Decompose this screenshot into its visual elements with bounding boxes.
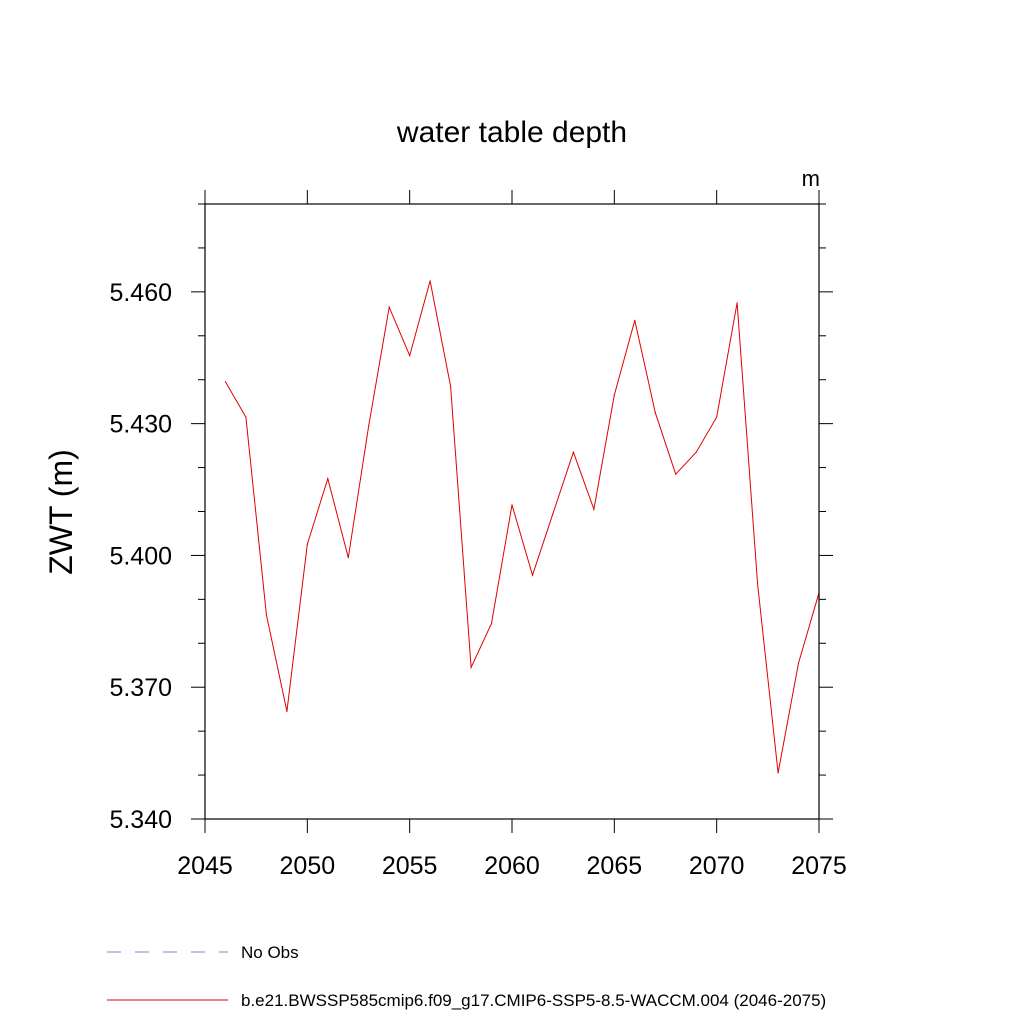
x-tick-label: 2070 [689,852,745,880]
data-point [675,473,677,475]
legend-label-model-run: b.e21.BWSSP585cmip6.f09_g17.CMIP6-SSP5-8… [241,991,826,1010]
data-point [347,557,349,559]
data-point [470,666,472,669]
data-point [265,614,267,616]
axis-tick-labels: 2045 2050 2055 2060 2065 2070 2075 5.340 5.370 5.… [109,279,846,880]
x-tick-label: 2060 [484,852,540,880]
data-point [654,412,656,414]
y-tick-label: 5.400 [109,542,172,570]
data-point [572,451,575,453]
data-point [306,543,308,546]
data-series [224,280,820,774]
axis-ticks [191,190,833,833]
chart-title: water table depth [396,116,627,149]
y-axis-label: ZWT (m) [43,449,79,575]
data-point [450,385,452,387]
data-point [634,319,636,322]
data-point [245,416,247,418]
data-point [531,574,534,576]
data-point [327,477,329,480]
data-point [490,622,493,625]
data-point [757,583,759,585]
x-tick-label: 2045 [177,852,233,880]
data-point [797,662,800,664]
y-tick-label: 5.340 [109,806,172,834]
data-point [613,394,615,396]
y-tick-label: 5.460 [109,279,172,307]
data-point [552,513,554,515]
data-point [736,302,738,304]
legend: No Obs b.e21.BWSSP585cmip6.f09_g17.CMIP6… [107,943,826,1010]
data-point [409,354,411,357]
units-label: m [802,166,820,191]
x-tick-label: 2065 [587,852,643,880]
x-tick-label: 2075 [791,852,847,880]
series-line [225,280,820,773]
data-point [593,508,595,510]
legend-label-no-obs: No Obs [241,943,299,962]
data-point [716,416,718,418]
data-point [224,381,227,383]
y-tick-label: 5.430 [109,411,172,439]
y-tick-label: 5.370 [109,674,172,702]
x-tick-label: 2050 [280,852,336,880]
data-point [286,710,288,712]
plot-frame [204,203,820,820]
data-point [695,451,697,453]
data-point [511,504,513,506]
data-point [429,280,431,282]
data-point [777,772,779,774]
data-point [368,425,370,427]
x-tick-label: 2055 [382,852,438,880]
data-point [388,306,390,308]
